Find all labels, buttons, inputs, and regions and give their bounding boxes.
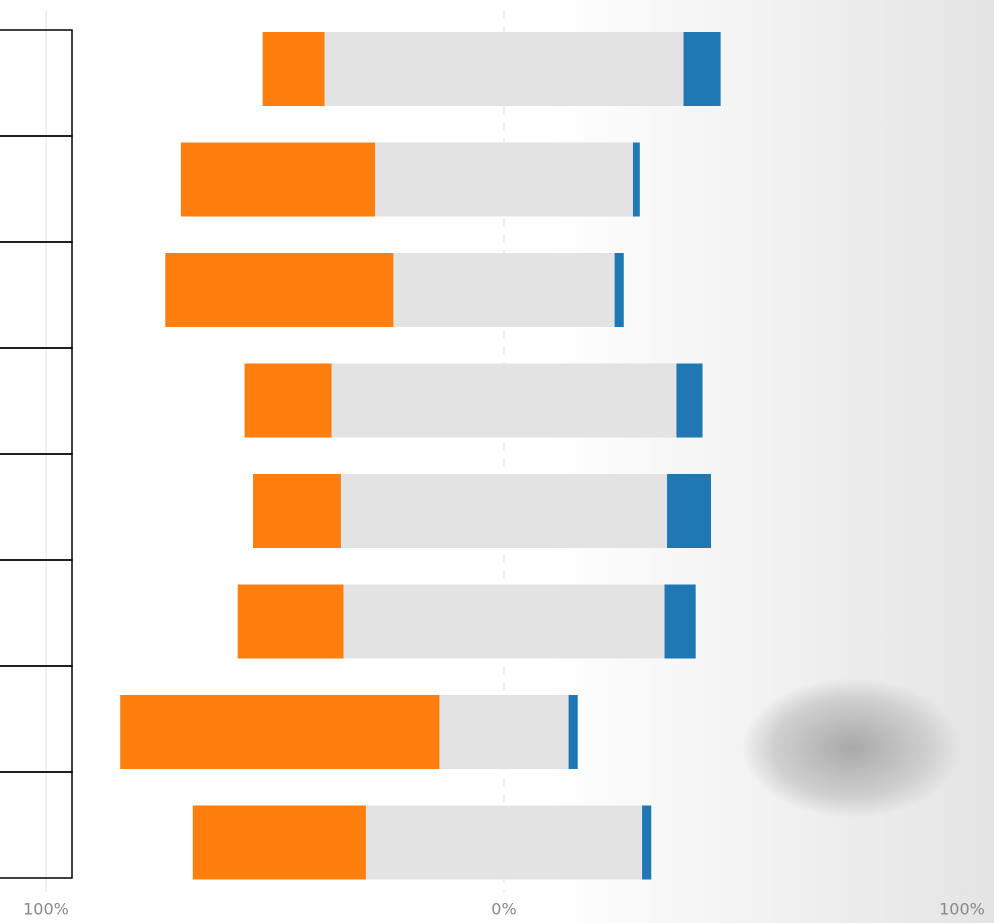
bar-segment <box>642 805 652 880</box>
bar-segment <box>262 32 325 106</box>
bar-segment <box>324 32 684 106</box>
bar-segment <box>375 142 633 217</box>
bar-segment <box>340 474 668 548</box>
bar-segment <box>237 584 344 659</box>
bar-segment <box>192 805 366 880</box>
bar-segment <box>180 142 376 217</box>
x-tick-label: 0% <box>491 900 516 919</box>
bar-segment <box>331 363 677 438</box>
bar-segment <box>244 363 332 438</box>
bar-segment <box>568 695 578 769</box>
bar-segment <box>632 142 640 217</box>
bar-segment <box>676 363 703 438</box>
bar-segment <box>120 695 440 769</box>
bar-segment <box>683 32 721 106</box>
bar-segment <box>614 253 624 327</box>
category-cell <box>0 771 73 879</box>
x-tick-label: 100% <box>23 900 69 919</box>
decorative-photo <box>742 678 962 818</box>
bar-segment <box>253 474 341 548</box>
bar-segment <box>343 584 665 659</box>
bar-segment <box>667 474 712 548</box>
bar-segment <box>393 253 615 327</box>
bar-segment <box>365 805 643 880</box>
bar-segment <box>165 253 394 327</box>
bar-segment <box>664 584 696 659</box>
x-tick-label: 100% <box>939 900 985 919</box>
bar-segment <box>439 695 569 769</box>
